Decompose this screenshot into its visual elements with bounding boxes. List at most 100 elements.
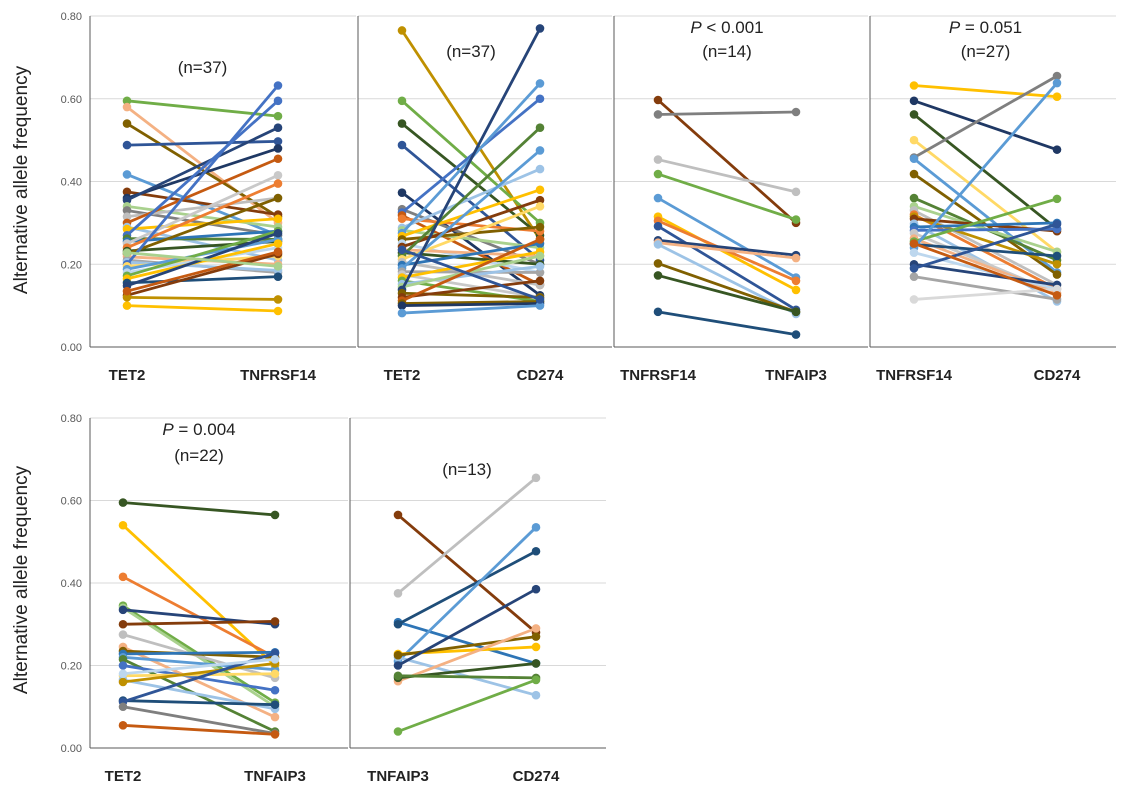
data-point — [531, 473, 541, 483]
y-tick-label: 0.40 — [61, 177, 82, 189]
data-point — [535, 301, 545, 310]
data-point — [122, 212, 132, 221]
series-line — [125, 252, 280, 297]
x-category-label: TET2 — [109, 367, 146, 384]
series-line — [121, 723, 277, 736]
y-tick-label: 0.00 — [61, 342, 82, 354]
data-point — [118, 661, 128, 670]
data-point — [531, 675, 541, 685]
series-line — [656, 110, 798, 116]
data-point — [909, 264, 919, 273]
series-line — [125, 84, 280, 266]
data-point — [653, 155, 663, 164]
series-line — [912, 99, 1059, 152]
data-point — [535, 146, 545, 155]
n-label: (n=37) — [178, 58, 228, 77]
data-point — [273, 228, 283, 238]
data-point — [1052, 145, 1062, 154]
series-line — [912, 113, 1059, 231]
series-line — [125, 229, 280, 243]
data-point — [118, 669, 128, 679]
data-point — [531, 642, 541, 652]
data-point — [653, 95, 663, 105]
series-line — [121, 633, 277, 680]
data-point — [393, 619, 403, 629]
data-point — [397, 214, 407, 224]
data-point — [273, 137, 283, 146]
series-line — [400, 97, 542, 214]
data-point — [535, 24, 545, 33]
series-line — [396, 525, 538, 663]
data-point — [397, 96, 407, 106]
data-point — [273, 295, 283, 304]
y-tick-label: 0.40 — [61, 578, 82, 590]
series-line — [400, 143, 542, 262]
series-line — [400, 167, 542, 230]
y-tick-label: 0.00 — [61, 743, 82, 755]
data-point — [273, 81, 283, 90]
data-point — [1052, 259, 1062, 269]
y-tick-label: 0.60 — [61, 496, 82, 508]
data-point — [393, 589, 403, 598]
data-point — [273, 272, 283, 281]
data-point — [397, 188, 407, 197]
series-line — [121, 501, 277, 517]
data-point — [122, 170, 132, 179]
series-line — [125, 126, 280, 202]
data-point — [531, 584, 541, 594]
series-line — [396, 513, 538, 634]
data-point — [270, 730, 280, 739]
series-line — [912, 242, 1059, 258]
data-point — [1052, 71, 1062, 81]
data-point — [535, 164, 545, 174]
data-point — [791, 276, 801, 286]
data-point — [909, 272, 919, 281]
data-point — [909, 154, 919, 164]
series-line — [656, 224, 798, 312]
data-point — [791, 215, 801, 224]
series-line — [912, 138, 1059, 254]
chart-panel-4: TNFRSF14 CD274 P = 0.051 (n=27) — [869, 15, 1116, 384]
data-point — [393, 661, 403, 670]
series-line — [912, 275, 1059, 301]
data-point — [535, 276, 545, 286]
x-category-label: TET2 — [384, 367, 421, 384]
series-line — [912, 287, 1059, 301]
series-line — [121, 523, 277, 667]
series-line — [125, 99, 280, 237]
data-point — [122, 96, 132, 106]
data-point — [273, 239, 283, 248]
data-point — [118, 677, 128, 687]
data-point — [531, 624, 541, 633]
series-line — [121, 657, 277, 676]
data-point — [118, 702, 128, 712]
n-label: (n=37) — [446, 42, 496, 61]
series-line — [400, 279, 542, 299]
series-line — [656, 98, 798, 225]
series-line — [400, 300, 542, 305]
series-line — [125, 251, 280, 268]
series-line — [400, 126, 542, 258]
x-category-label: CD274 — [513, 768, 560, 785]
data-point — [273, 262, 283, 271]
series-line — [125, 173, 280, 245]
data-point — [791, 285, 801, 295]
data-point — [653, 271, 663, 280]
series-line — [125, 295, 280, 301]
chart-panel-1: 0.00 0.20 0.40 0.60 0.80 TET2 TNFRSF14 (n=37) — [61, 11, 356, 384]
data-point — [535, 94, 545, 104]
series-line — [400, 242, 542, 267]
x-category-label: TNFAIP3 — [244, 768, 306, 785]
data-point — [909, 110, 919, 119]
data-point — [653, 307, 663, 317]
data-point — [393, 727, 403, 736]
x-category-label: CD274 — [1034, 367, 1081, 384]
series-line — [396, 626, 538, 683]
data-point — [273, 144, 283, 153]
series-line — [396, 587, 538, 667]
data-point — [273, 193, 283, 203]
data-point — [531, 523, 541, 532]
series-line — [400, 198, 542, 249]
data-point — [273, 123, 283, 133]
